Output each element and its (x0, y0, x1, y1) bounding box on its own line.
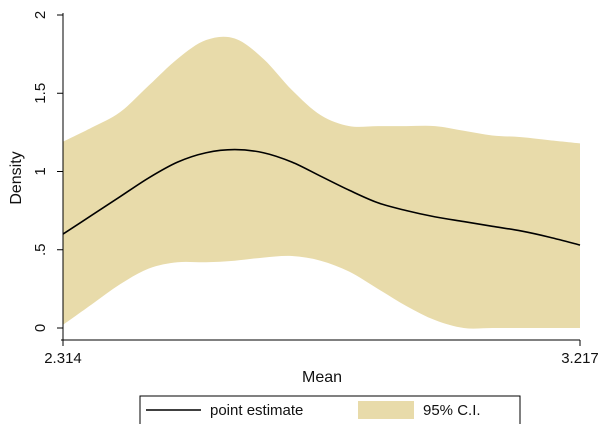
y-tick-label: .5 (32, 243, 49, 256)
y-axis-title: Density (8, 151, 25, 204)
legend-label-point-estimate: point estimate (210, 402, 303, 419)
legend-box (139, 395, 521, 424)
y-tick-label: 0 (32, 324, 49, 332)
legend-label-ci: 95% C.I. (423, 402, 481, 419)
ci-band (63, 36, 580, 329)
point-estimate-line (62, 148, 581, 246)
y-tick-label: 1 (32, 167, 49, 175)
x-axis-title: Mean (302, 369, 342, 386)
y-tick-label: 1.5 (32, 83, 49, 104)
legend: point estimate 95% C.I. (139, 395, 521, 424)
y-tick-label: 2 (32, 11, 49, 19)
x-tick-label: 2.314 (44, 350, 82, 367)
plot-area (62, 36, 581, 329)
x-tick-label: 3.217 (561, 350, 599, 367)
axes: 0 .5 1 1.5 2 2.314 3.217 (32, 11, 599, 367)
legend-swatch-ci (358, 401, 414, 419)
